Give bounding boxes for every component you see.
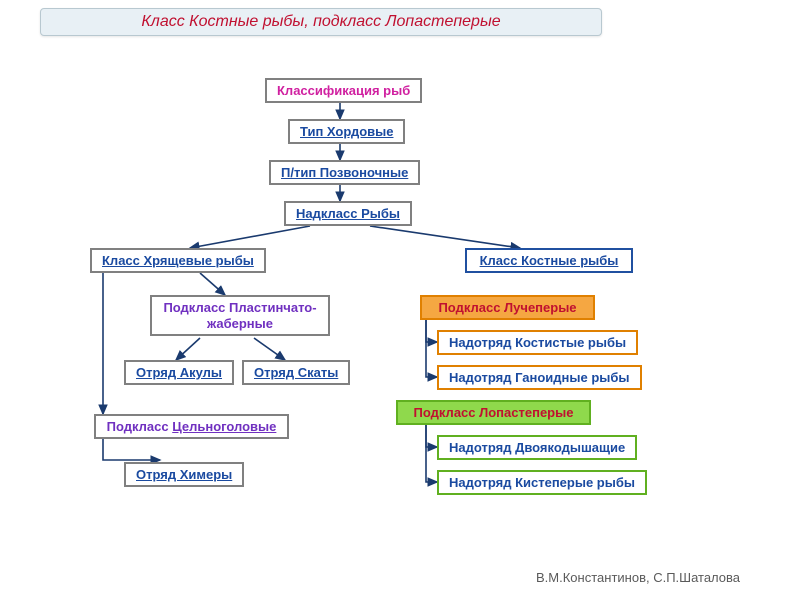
node-l3: Надкласс Рыбы xyxy=(284,201,412,226)
node-leftC: Отряд Химеры xyxy=(124,462,244,487)
header-title: Класс Костные рыбы, подкласс Лопастеперы… xyxy=(40,8,602,36)
node-root: Классификация рыб xyxy=(265,78,422,103)
node-l2: П/тип Позвоночные xyxy=(269,160,420,185)
node-left1: Класс Хрящевые рыбы xyxy=(90,248,266,273)
node-l1: Тип Хордовые xyxy=(288,119,405,144)
node-leftA: Отряд Акулы xyxy=(124,360,234,385)
node-leftB: Отряд Скаты xyxy=(242,360,350,385)
node-rightSub1: Подкласс Лучеперые xyxy=(420,295,595,320)
footer-credit: В.М.Константинов, С.П.Шаталова xyxy=(536,570,740,585)
node-left2: Подкласс Пластинчато- жаберные xyxy=(150,295,330,336)
footer-text: В.М.Константинов, С.П.Шаталова xyxy=(536,570,740,585)
node-right1: Класс Костные рыбы xyxy=(465,248,633,273)
node-left3: Подкласс Цельноголовые xyxy=(94,414,289,439)
node-rightC: Надотряд Двоякодышащие xyxy=(437,435,637,460)
header-title-text: Класс Костные рыбы, подкласс Лопастеперы… xyxy=(141,13,500,30)
node-rightSub2: Подкласс Лопастеперые xyxy=(396,400,591,425)
node-rightD: Надотряд Кистеперые рыбы xyxy=(437,470,647,495)
node-rightA: Надотряд Костистые рыбы xyxy=(437,330,638,355)
node-rightB: Надотряд Ганоидные рыбы xyxy=(437,365,642,390)
